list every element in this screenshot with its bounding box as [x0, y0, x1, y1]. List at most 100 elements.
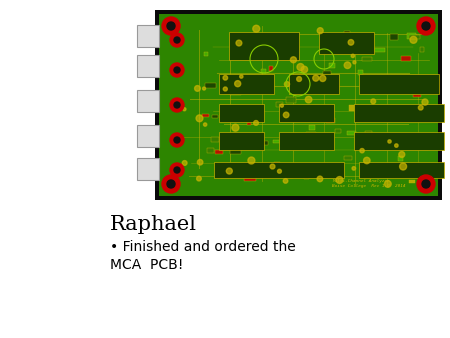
Bar — [362, 57, 372, 61]
Circle shape — [317, 176, 323, 182]
Bar — [409, 35, 420, 39]
Circle shape — [417, 175, 435, 193]
Text: Multi-Channel Analyzer
Boise College  Rev 1.0  2014: Multi-Channel Analyzer Boise College Rev… — [332, 179, 405, 188]
Bar — [358, 70, 363, 75]
Circle shape — [270, 164, 275, 169]
Bar — [273, 140, 281, 143]
Bar — [419, 47, 424, 52]
Circle shape — [418, 105, 423, 110]
Bar — [376, 112, 383, 115]
Bar — [215, 150, 223, 154]
Bar — [137, 90, 159, 112]
Bar — [279, 109, 290, 114]
Circle shape — [174, 37, 180, 43]
Bar — [374, 48, 384, 52]
Circle shape — [417, 17, 435, 35]
Bar — [290, 56, 299, 61]
Bar — [306, 169, 314, 174]
Bar — [279, 132, 334, 150]
Bar — [306, 132, 316, 137]
Bar — [212, 115, 218, 118]
Circle shape — [395, 144, 398, 147]
Bar — [390, 34, 398, 40]
Bar — [202, 114, 209, 117]
Circle shape — [371, 99, 376, 104]
Circle shape — [344, 62, 351, 69]
Circle shape — [236, 40, 242, 46]
Bar — [370, 115, 377, 119]
Circle shape — [348, 40, 354, 45]
Bar — [364, 131, 372, 134]
Bar — [394, 88, 398, 91]
Bar — [344, 156, 352, 160]
Circle shape — [248, 157, 255, 164]
Bar — [205, 83, 216, 88]
Bar — [326, 118, 335, 123]
Bar — [383, 172, 388, 176]
Bar — [362, 35, 372, 40]
Circle shape — [223, 87, 227, 91]
Bar — [323, 71, 331, 75]
Circle shape — [203, 123, 207, 126]
Bar — [319, 32, 374, 54]
Bar — [398, 156, 403, 161]
Bar — [137, 125, 159, 147]
Bar — [349, 105, 356, 111]
Bar — [269, 66, 274, 71]
Bar — [219, 74, 274, 94]
Bar — [263, 141, 269, 145]
Bar — [230, 149, 241, 153]
Bar — [407, 33, 416, 39]
Circle shape — [234, 81, 241, 87]
Bar — [303, 174, 309, 179]
Bar — [244, 176, 256, 181]
Circle shape — [297, 64, 304, 71]
Circle shape — [284, 81, 289, 87]
Circle shape — [197, 176, 201, 181]
Bar — [409, 180, 415, 183]
Circle shape — [284, 112, 289, 118]
Circle shape — [162, 17, 180, 35]
Bar — [354, 132, 444, 150]
Circle shape — [170, 63, 184, 77]
Bar — [233, 168, 244, 172]
Bar — [229, 32, 299, 60]
Circle shape — [280, 104, 284, 107]
Bar — [211, 137, 219, 142]
Bar — [292, 138, 303, 142]
Circle shape — [320, 75, 326, 81]
Circle shape — [317, 28, 323, 34]
Bar — [347, 131, 356, 135]
Circle shape — [167, 180, 175, 188]
Bar — [401, 56, 411, 61]
Circle shape — [278, 169, 281, 173]
Circle shape — [297, 77, 302, 81]
Circle shape — [226, 168, 232, 174]
Bar — [214, 162, 344, 178]
Circle shape — [167, 22, 175, 30]
Circle shape — [388, 140, 391, 143]
Circle shape — [202, 87, 206, 90]
Text: MCA  PCB!: MCA PCB! — [110, 258, 184, 272]
Bar — [230, 90, 241, 95]
Circle shape — [305, 96, 312, 103]
Circle shape — [253, 25, 260, 32]
Bar — [286, 97, 296, 102]
Bar — [354, 104, 444, 122]
Circle shape — [240, 75, 243, 78]
Bar — [247, 120, 252, 125]
Bar — [363, 173, 372, 177]
Circle shape — [352, 167, 356, 170]
Bar — [261, 69, 266, 73]
Bar — [335, 129, 341, 133]
Circle shape — [422, 22, 430, 30]
Circle shape — [283, 179, 288, 183]
Circle shape — [198, 160, 203, 165]
Text: Raphael: Raphael — [110, 215, 197, 234]
Bar — [159, 14, 438, 196]
Bar — [137, 55, 159, 77]
Bar — [276, 101, 283, 107]
Bar — [281, 172, 287, 177]
Circle shape — [254, 121, 258, 125]
Circle shape — [336, 176, 343, 184]
